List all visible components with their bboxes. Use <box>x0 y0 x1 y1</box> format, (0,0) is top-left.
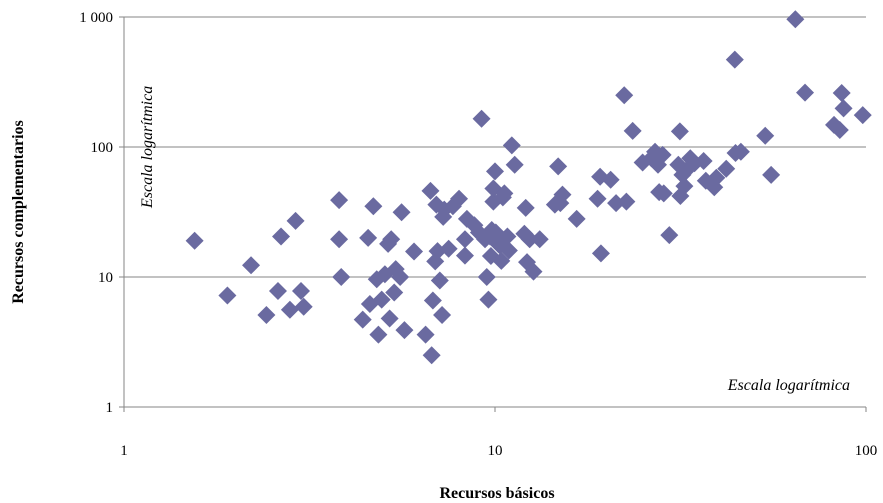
x-tick-label-2: 100 <box>855 443 878 459</box>
data-point-16 <box>364 197 383 216</box>
y-axis-title: Recursos complementarios <box>10 120 27 304</box>
data-point-33 <box>423 291 442 310</box>
data-point-49 <box>472 109 491 128</box>
y-tick-label-2: 100 <box>91 140 114 156</box>
y-axis-scale-annotation: Escala logarítmica <box>139 86 156 209</box>
data-point-78 <box>553 185 572 204</box>
data-point-38 <box>433 306 452 325</box>
data-point-12 <box>330 230 349 249</box>
data-point-44 <box>455 230 474 249</box>
data-point-111 <box>731 142 750 161</box>
data-point-107 <box>707 168 726 187</box>
data-point-110 <box>725 50 744 69</box>
data-point-83 <box>601 170 620 189</box>
data-point-45 <box>455 246 474 265</box>
data-point-19 <box>372 290 391 309</box>
data-point-64 <box>495 184 514 203</box>
data-point-85 <box>615 86 634 105</box>
data-point-68 <box>505 155 524 174</box>
data-point-79 <box>567 209 586 228</box>
data-point-104 <box>694 152 713 171</box>
y-tick-label-1: 10 <box>98 270 113 286</box>
data-point-119 <box>834 99 853 118</box>
data-point-13 <box>353 310 372 329</box>
data-point-6 <box>280 300 299 319</box>
data-point-66 <box>499 241 518 260</box>
data-point-27 <box>391 268 410 286</box>
data-point-116 <box>825 115 844 134</box>
data-point-112 <box>756 126 775 145</box>
data-point-80 <box>588 189 607 208</box>
data-point-52 <box>479 290 498 309</box>
data-point-23 <box>382 230 401 249</box>
data-point-108 <box>717 159 736 178</box>
data-point-24 <box>385 283 404 302</box>
data-point-65 <box>498 227 517 246</box>
data-point-11 <box>332 268 351 286</box>
x-axis-title: Recursos básicos <box>439 485 554 502</box>
data-point-5 <box>272 227 291 246</box>
data-point-118 <box>832 84 851 103</box>
x-tick-label-1: 10 <box>488 443 503 459</box>
data-point-120 <box>853 106 872 125</box>
data-point-87 <box>623 121 642 140</box>
data-point-8 <box>292 282 311 301</box>
data-point-34 <box>426 252 445 271</box>
data-point-72 <box>520 230 539 249</box>
data-point-32 <box>422 346 441 365</box>
data-point-10 <box>330 191 349 210</box>
data-point-14 <box>359 228 378 247</box>
data-point-70 <box>516 198 535 217</box>
data-point-28 <box>395 321 414 340</box>
data-point-117 <box>830 121 849 140</box>
data-point-1 <box>218 286 237 305</box>
data-point-9 <box>294 297 313 316</box>
data-point-100 <box>675 177 694 196</box>
y-tick-label-0: 1 <box>106 400 114 416</box>
data-point-115 <box>796 83 815 102</box>
data-point-58 <box>486 162 504 181</box>
data-point-43 <box>450 189 469 208</box>
data-point-18 <box>369 325 388 344</box>
data-point-26 <box>392 203 411 222</box>
data-point-76 <box>549 157 568 176</box>
data-point-3 <box>257 306 276 325</box>
data-point-97 <box>670 122 689 141</box>
data-point-0 <box>185 231 204 250</box>
data-point-94 <box>654 184 673 203</box>
data-point-51 <box>477 268 496 286</box>
data-point-41 <box>439 239 458 258</box>
data-point-7 <box>286 211 305 230</box>
axes <box>119 16 867 412</box>
data-point-74 <box>530 230 549 249</box>
x-tick-label-0: 1 <box>120 443 128 459</box>
data-point-73 <box>524 262 543 281</box>
data-point-29 <box>405 242 424 261</box>
data-point-82 <box>591 244 610 263</box>
data-point-30 <box>416 325 435 344</box>
data-point-2 <box>242 256 261 275</box>
data-point-86 <box>617 192 636 211</box>
data-point-67 <box>502 136 521 155</box>
data-point-95 <box>660 226 679 245</box>
data-point-22 <box>380 309 399 328</box>
x-axis-scale-annotation: Escala logarítmica <box>727 377 850 394</box>
data-point-37 <box>430 271 449 290</box>
data-point-113 <box>762 165 781 184</box>
data-point-93 <box>653 145 672 164</box>
data-point-31 <box>421 181 440 200</box>
data-points <box>185 10 872 365</box>
data-point-62 <box>492 251 511 270</box>
data-point-4 <box>268 282 287 301</box>
y-tick-label-3: 1 000 <box>79 10 113 26</box>
data-point-114 <box>786 10 805 29</box>
tick-labels: 1 10 100 1 000 1 10 100 <box>79 10 877 459</box>
